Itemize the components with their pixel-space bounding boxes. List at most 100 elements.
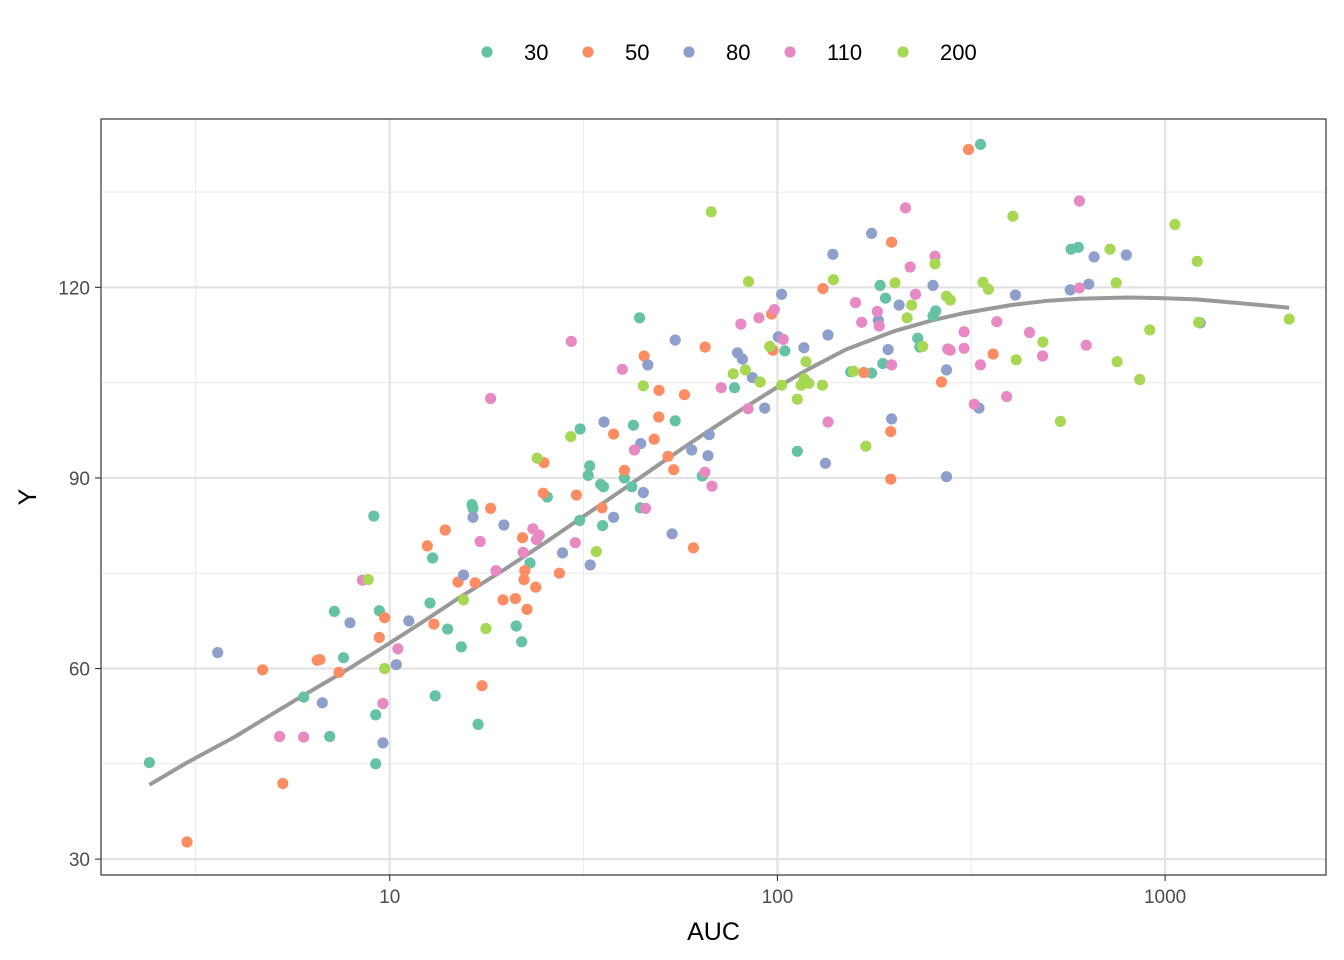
smooth-curve-layer xyxy=(148,295,1290,787)
data-point-110 xyxy=(742,403,754,415)
data-point-50 xyxy=(509,593,521,605)
data-point-30 xyxy=(634,312,646,324)
data-point-30 xyxy=(574,423,586,435)
data-point-80 xyxy=(940,471,953,483)
data-point-50 xyxy=(257,664,269,676)
legend-label-110: 110 xyxy=(827,40,862,65)
x-tick-label: 1000 xyxy=(1144,887,1186,908)
data-point-50 xyxy=(519,565,531,577)
data-point-80 xyxy=(642,359,654,371)
data-point-110 xyxy=(640,502,652,514)
data-point-80 xyxy=(316,697,328,709)
data-point-30 xyxy=(879,292,892,304)
data-point-110 xyxy=(377,697,389,710)
data-point-80 xyxy=(940,364,953,376)
data-point-110 xyxy=(715,382,727,394)
data-point-110 xyxy=(871,305,883,318)
data-point-80 xyxy=(822,329,834,341)
data-point-200 xyxy=(944,294,956,306)
data-point-50 xyxy=(485,502,497,514)
data-point-50 xyxy=(277,777,289,790)
data-point-110 xyxy=(1023,326,1036,339)
data-point-110 xyxy=(569,537,581,549)
data-point-30 xyxy=(779,345,791,357)
data-point-200 xyxy=(791,393,803,405)
data-point-200 xyxy=(901,312,913,324)
data-point-50 xyxy=(608,428,620,440)
data-point-50 xyxy=(935,376,948,388)
legend: 30 50 80 110 200 xyxy=(481,40,977,65)
data-point-80 xyxy=(759,402,771,414)
data-point-50 xyxy=(518,574,530,586)
data-point-110 xyxy=(991,316,1003,328)
data-point-110 xyxy=(1080,339,1092,351)
data-point-30 xyxy=(1072,241,1084,253)
data-point-80 xyxy=(927,279,939,291)
legend-key-30 xyxy=(481,46,493,58)
data-point-200 xyxy=(590,546,602,558)
data-point-30 xyxy=(442,623,454,635)
data-point-110 xyxy=(1073,282,1085,294)
data-point-80 xyxy=(344,617,356,629)
smooth-curve xyxy=(148,295,1290,787)
data-point-80 xyxy=(598,416,610,428)
data-point-110 xyxy=(490,565,502,577)
data-point-200 xyxy=(803,377,815,389)
axes: 10 100 1000 30 60 90 120 xyxy=(58,278,1186,908)
data-point-200 xyxy=(1054,415,1066,427)
data-point-200 xyxy=(764,340,776,352)
data-point-110 xyxy=(849,297,862,309)
data-point-50 xyxy=(421,540,433,552)
data-point-30 xyxy=(143,757,155,769)
data-point-110 xyxy=(904,261,916,273)
data-point-30 xyxy=(597,481,610,493)
data-point-110 xyxy=(974,359,987,371)
data-point-50 xyxy=(314,654,326,666)
data-point-30 xyxy=(427,552,439,564)
data-point-30 xyxy=(328,605,340,618)
data-point-30 xyxy=(582,469,594,481)
data-point-50 xyxy=(476,680,488,692)
data-point-110 xyxy=(392,643,404,655)
data-point-200 xyxy=(727,368,739,380)
data-point-50 xyxy=(662,450,674,462)
data-point-200 xyxy=(637,380,649,392)
data-point-110 xyxy=(944,344,956,356)
data-point-50 xyxy=(537,487,549,499)
data-point-110 xyxy=(565,335,577,347)
data-point-30 xyxy=(368,510,380,522)
data-point-110 xyxy=(909,288,922,300)
data-point-80 xyxy=(666,528,678,540)
data-point-30 xyxy=(574,514,586,527)
data-point-80 xyxy=(377,737,389,749)
data-point-110 xyxy=(1037,350,1049,362)
data-point-110 xyxy=(274,730,286,743)
legend-label-80: 80 xyxy=(726,40,750,65)
data-point-200 xyxy=(1037,336,1049,348)
data-point-80 xyxy=(637,487,649,499)
data-point-200 xyxy=(1191,255,1203,267)
data-point-110 xyxy=(958,326,970,338)
data-point-30 xyxy=(877,358,889,370)
data-point-110 xyxy=(753,312,765,324)
data-point-200 xyxy=(917,340,929,352)
data-point-200 xyxy=(1104,243,1116,255)
data-point-50 xyxy=(885,426,897,438)
data-point-80 xyxy=(457,569,470,581)
data-point-200 xyxy=(565,431,577,443)
data-point-200 xyxy=(379,662,391,675)
data-point-30 xyxy=(912,332,924,344)
data-point-110 xyxy=(533,529,545,541)
data-point-50 xyxy=(653,411,665,423)
x-axis-title: AUC xyxy=(687,918,740,946)
data-point-50 xyxy=(373,631,385,644)
data-point-80 xyxy=(1009,289,1022,301)
data-point-50 xyxy=(638,350,650,362)
data-point-50 xyxy=(668,464,680,476)
data-point-30 xyxy=(930,305,942,317)
data-point-80 xyxy=(819,457,832,469)
data-point-200 xyxy=(1169,218,1181,231)
data-point-30 xyxy=(791,445,803,457)
data-point-80 xyxy=(584,559,596,571)
data-point-200 xyxy=(742,276,755,288)
